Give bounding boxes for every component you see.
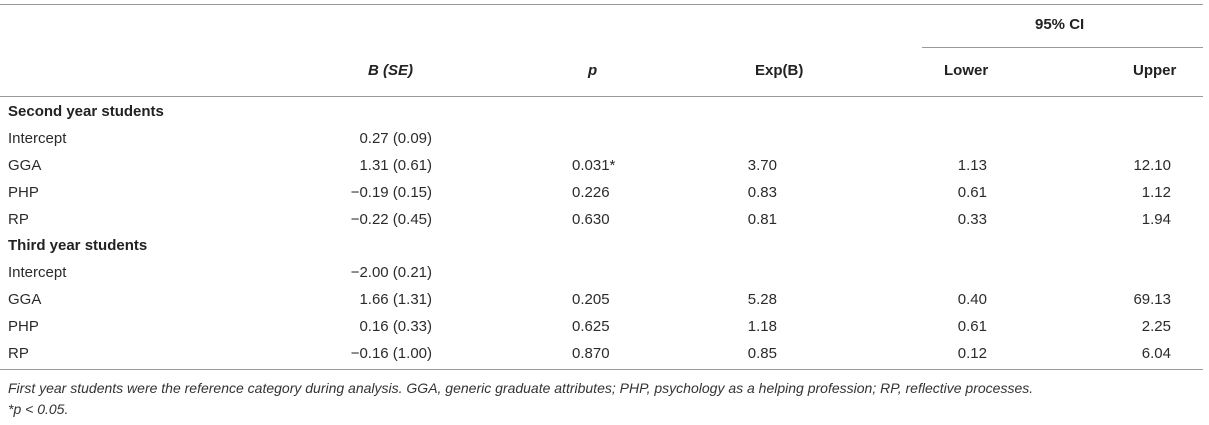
cell-expb: 0.81 — [747, 211, 777, 228]
cell-upper: 1.94 — [1141, 211, 1171, 228]
col-header-b-se: B (SE) — [368, 62, 413, 79]
row-label: GGA — [8, 157, 42, 174]
cell-b-se: 1.66 (1.31) — [359, 291, 432, 308]
cell-lower: 0.12 — [957, 345, 987, 362]
header-bottom-rule — [0, 96, 1203, 97]
col-header-upper: Upper — [1133, 62, 1177, 79]
cell-expb: 0.83 — [747, 184, 777, 201]
cell-lower: 1.13 — [957, 157, 987, 174]
cell-b-se: −0.19 (0.15) — [350, 184, 432, 201]
row-label: PHP — [8, 318, 39, 335]
bottom-rule — [0, 369, 1203, 370]
cell-b-se: −0.22 (0.45) — [350, 211, 432, 228]
cell-expb: 5.28 — [747, 291, 777, 308]
cell-upper: 2.25 — [1141, 318, 1171, 335]
significance-footnote: *p < 0.05. — [8, 401, 69, 417]
row-label: RP — [8, 211, 29, 228]
col-header-lower: Lower — [944, 62, 989, 79]
ci-group-header: 95% CI — [1035, 16, 1085, 33]
row-label: Intercept — [8, 130, 67, 147]
row-label: GGA — [8, 291, 42, 308]
cell-p: 0.226 — [572, 184, 610, 201]
cell-lower: 0.40 — [957, 291, 987, 308]
top-rule — [0, 4, 1203, 5]
ci-rule — [922, 47, 1203, 48]
cell-lower: 0.33 — [957, 211, 987, 228]
cell-b-se: −0.16 (1.00) — [350, 345, 432, 362]
cell-expb: 1.18 — [747, 318, 777, 335]
cell-upper: 12.10 — [1133, 157, 1171, 174]
cell-expb: 0.85 — [747, 345, 777, 362]
cell-p: 0.625 — [572, 318, 610, 335]
cell-lower: 0.61 — [957, 184, 987, 201]
cell-expb: 3.70 — [747, 157, 777, 174]
cell-upper: 1.12 — [1141, 184, 1171, 201]
cell-upper: 6.04 — [1141, 345, 1171, 362]
row-label: PHP — [8, 184, 39, 201]
section-title: Second year students — [8, 103, 164, 120]
cell-p: 0.031* — [572, 157, 616, 174]
cell-p: 0.205 — [572, 291, 610, 308]
section-title: Third year students — [8, 237, 148, 254]
col-header-expb: Exp(B) — [755, 62, 804, 79]
cell-p: 0.870 — [572, 345, 610, 362]
row-label: Intercept — [8, 264, 67, 281]
cell-lower: 0.61 — [957, 318, 987, 335]
cell-b-se: −2.00 (0.21) — [350, 264, 432, 281]
cell-upper: 69.13 — [1133, 291, 1171, 308]
cell-b-se: 0.16 (0.33) — [359, 318, 432, 335]
col-header-p: p — [588, 62, 598, 79]
table-footnote: First year students were the reference c… — [8, 380, 1034, 396]
cell-p: 0.630 — [572, 211, 610, 228]
row-label: RP — [8, 345, 29, 362]
cell-b-se: 1.31 (0.61) — [359, 157, 432, 174]
cell-b-se: 0.27 (0.09) — [359, 130, 432, 147]
